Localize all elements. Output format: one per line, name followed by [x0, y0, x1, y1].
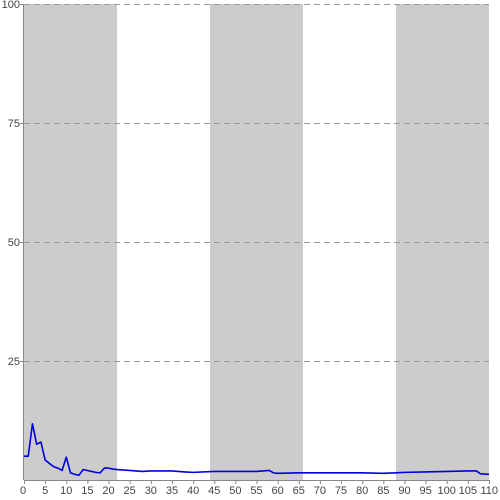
x-tick-label-80: 80: [356, 485, 368, 497]
x-tick-label-70: 70: [314, 485, 326, 497]
x-tick-label-15: 15: [81, 485, 93, 497]
x-tick-label-5: 5: [42, 485, 48, 497]
x-tick-label-65: 65: [293, 485, 305, 497]
series-line-0: [24, 423, 490, 477]
x-tick-label-110: 110: [480, 485, 498, 497]
x-tick-label-25: 25: [124, 485, 136, 497]
x-tick-labels: 0 5 10 15 20 25 30 35 40 45 50 55 60 65 70 75 80 85 90 95 10…: [20, 485, 498, 497]
x-tick-label-0: 0: [20, 485, 26, 497]
gridlines: [24, 4, 489, 362]
y-tick-label-25: 25: [8, 356, 20, 368]
x-tick-label-105: 105: [459, 485, 477, 497]
x-tick-label-35: 35: [166, 485, 178, 497]
y-tick-label-50: 50: [8, 237, 20, 249]
x-tick-label-100: 100: [438, 485, 456, 497]
x-tick-label-55: 55: [250, 485, 262, 497]
series-layer: [24, 423, 490, 477]
shaded-band-2: [396, 4, 489, 480]
y-tick-label-75: 75: [8, 118, 20, 130]
x-tick-label-45: 45: [208, 485, 220, 497]
x-tick-label-10: 10: [60, 485, 72, 497]
axes: [20, 4, 490, 484]
x-tick-label-90: 90: [398, 485, 410, 497]
x-tick-label-95: 95: [419, 485, 431, 497]
y-tick-label-100: 100: [2, 0, 20, 11]
x-tick-label-60: 60: [272, 485, 284, 497]
x-tick-label-85: 85: [377, 485, 389, 497]
x-tick-label-50: 50: [229, 485, 241, 497]
y-tick-labels: 25 50 75 100: [2, 0, 20, 368]
x-tick-label-40: 40: [187, 485, 199, 497]
x-tick-label-75: 75: [335, 485, 347, 497]
x-tick-label-30: 30: [145, 485, 157, 497]
x-tick-label-20: 20: [102, 485, 114, 497]
